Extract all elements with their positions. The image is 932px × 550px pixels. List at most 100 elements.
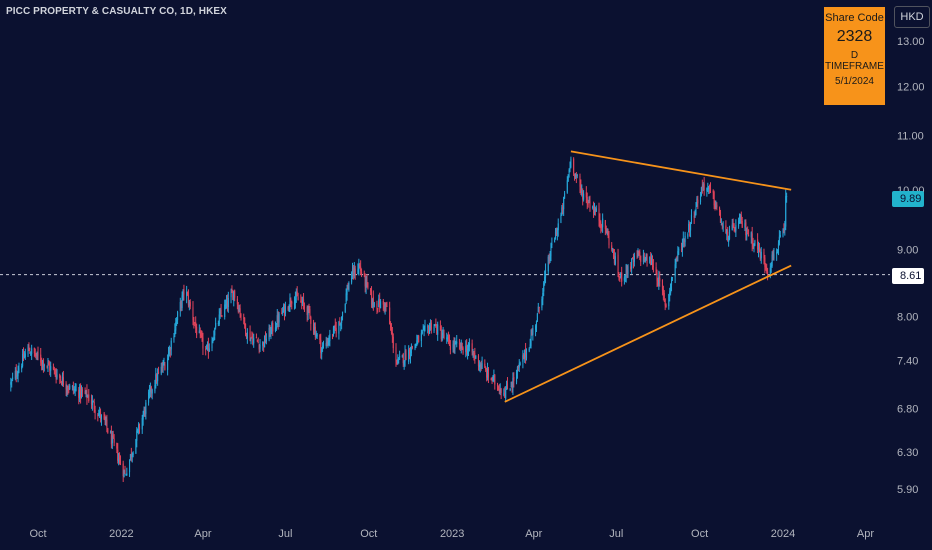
candle-body: [167, 352, 170, 361]
candle-body: [602, 218, 604, 228]
candle-body: [764, 257, 766, 267]
candle-body: [22, 354, 24, 367]
candle-body: [516, 366, 518, 372]
candle-body: [408, 349, 410, 362]
candle-body: [269, 328, 271, 337]
candle-body: [462, 348, 464, 354]
candle-body: [567, 174, 569, 181]
candle-body: [655, 267, 657, 274]
candle-body: [493, 376, 495, 378]
candle-body: [716, 204, 718, 208]
candle-body: [748, 235, 750, 237]
candle-body: [42, 361, 44, 368]
candle-body: [401, 354, 403, 358]
candle-body: [466, 345, 468, 354]
candle-body: [93, 401, 95, 410]
candle-body: [481, 363, 483, 369]
candle-body: [530, 335, 532, 346]
candle-body: [270, 328, 272, 336]
candle-body: [98, 413, 100, 416]
candle-body: [568, 169, 570, 174]
candle-body: [332, 327, 335, 337]
candle-body: [467, 347, 470, 350]
candle-body: [777, 249, 779, 251]
candle-body: [478, 365, 480, 368]
candle-body: [62, 377, 64, 385]
candle-body: [624, 275, 626, 277]
candle-body: [651, 258, 653, 265]
candle-body: [719, 208, 721, 213]
candle-body: [783, 229, 785, 231]
candle-body: [506, 383, 509, 389]
candle-body: [632, 257, 635, 263]
share-code-value: 2328: [836, 28, 873, 45]
candle-body: [773, 254, 775, 259]
candle-body: [782, 230, 784, 236]
candle-body: [195, 322, 197, 328]
candle-body: [645, 254, 647, 261]
chart-title: PICC PROPERTY & CASUALTY CO, 1D, HKEX: [6, 6, 227, 17]
candle-body: [593, 207, 595, 214]
candle-body: [338, 322, 340, 334]
candle-body: [461, 342, 463, 348]
candle-body: [544, 269, 547, 278]
candle-body: [340, 324, 342, 326]
candle-body: [54, 370, 56, 375]
candle-body: [314, 326, 316, 337]
candle-body: [148, 391, 151, 393]
candle-body: [262, 341, 264, 346]
candle-body: [771, 254, 773, 267]
candle-body: [708, 186, 710, 190]
candle-body: [104, 417, 106, 422]
currency-button[interactable]: HKD: [894, 6, 930, 28]
candle-body: [411, 345, 413, 349]
candle-body: [376, 303, 378, 309]
candle-body: [66, 388, 68, 391]
candle-body: [728, 229, 731, 240]
candle-body: [84, 391, 86, 394]
candle-body: [403, 360, 405, 365]
candle-body: [535, 326, 537, 330]
candle-body: [364, 274, 366, 287]
candle-body: [420, 333, 422, 341]
candle-body: [358, 264, 360, 270]
candle-body: [341, 316, 343, 323]
candle-body: [621, 272, 623, 282]
candle-body: [473, 352, 475, 355]
candle-body: [86, 389, 88, 399]
candle-body: [656, 272, 658, 282]
candle-body: [753, 244, 755, 246]
candle-body: [119, 457, 121, 460]
candle-body: [255, 337, 257, 339]
candle-body: [509, 388, 511, 391]
candle-body: [289, 297, 291, 308]
candle-body: [777, 243, 780, 249]
candle-body: [436, 324, 438, 334]
candle-body: [276, 315, 278, 326]
candle-body: [417, 336, 419, 339]
candle-body: [434, 325, 436, 327]
candle-body: [10, 382, 12, 385]
candle-body: [33, 347, 35, 354]
candle-body: [714, 203, 716, 208]
candle-body: [702, 184, 704, 187]
candle-body: [217, 323, 219, 325]
candle-body: [366, 280, 368, 283]
candle-body: [503, 393, 505, 395]
x-tick-label: Apr: [857, 528, 874, 540]
candle-body: [234, 290, 236, 298]
candle-body: [186, 292, 189, 295]
candle-body: [510, 386, 512, 388]
candle-body: [136, 430, 138, 441]
candle-body: [308, 307, 310, 309]
candle-body: [47, 363, 49, 366]
candle-body: [684, 235, 686, 243]
candle-body: [703, 183, 705, 191]
candle-body: [390, 329, 393, 333]
candle-body: [414, 344, 416, 349]
candle-body: [738, 220, 740, 227]
candle-body: [312, 323, 315, 331]
candle-body: [492, 375, 494, 382]
candle-body: [454, 342, 456, 349]
